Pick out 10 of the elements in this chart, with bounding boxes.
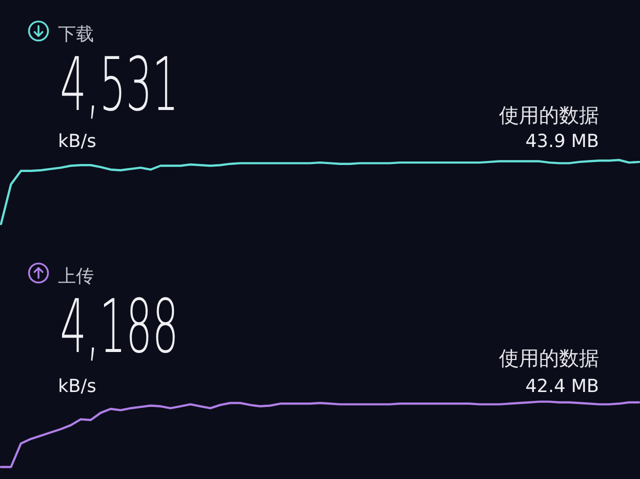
text: kB/s	[58, 376, 96, 397]
chart-title: 上传	[58, 266, 94, 287]
text: kB/s	[58, 131, 96, 152]
text: 42.4 MB	[525, 376, 599, 397]
text: 4,188	[60, 284, 179, 371]
chart-title: 下载	[58, 24, 94, 45]
text: 使用的数据	[499, 103, 599, 127]
text: 43.9 MB	[525, 131, 599, 152]
text: 4,531	[60, 42, 179, 129]
text: 使用的数据	[499, 346, 599, 370]
